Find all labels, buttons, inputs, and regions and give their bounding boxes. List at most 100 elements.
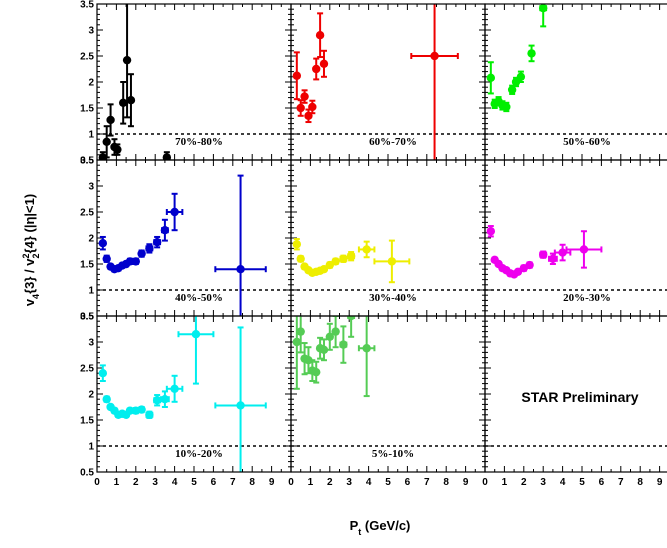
y-tick-label: 1 (88, 442, 94, 453)
x-tick-label: 4 (172, 477, 178, 488)
x-tick-label: 4 (366, 477, 372, 488)
data-point (160, 226, 170, 235)
data-point (300, 92, 309, 101)
data-point (325, 332, 334, 341)
data-point (331, 327, 340, 336)
series-points (486, 225, 603, 279)
data-point (558, 248, 567, 257)
y-tick-label: 2.5 (80, 52, 94, 63)
x-tick-label: 5 (385, 477, 391, 488)
panel-6: 20%-30% (484, 159, 667, 317)
x-tick-label: 1 (308, 477, 314, 488)
data-point (296, 254, 305, 263)
y-tick-label: 1 (88, 130, 94, 141)
data-point (539, 4, 548, 13)
data-point (430, 51, 439, 61)
data-point (339, 254, 348, 263)
x-tick-label: 4 (560, 477, 566, 488)
y-axis-label: v4{3} / v22{4} (|η|<1) (21, 194, 41, 306)
y-tick-label: 0.5 (80, 468, 94, 479)
data-point (98, 369, 108, 378)
x-tick-label: 7 (230, 477, 236, 488)
data-point (113, 145, 122, 154)
x-tick-label: 3 (540, 477, 546, 488)
data-point (125, 257, 135, 266)
data-point (102, 395, 111, 404)
panel-8: 5%-10% (290, 315, 486, 473)
data-point (362, 245, 371, 254)
data-point (312, 64, 321, 74)
data-point (319, 345, 329, 354)
data-point (236, 265, 245, 274)
data-point (539, 250, 548, 259)
y-tick-label: 1.5 (80, 104, 94, 115)
data-point (331, 257, 340, 266)
centrality-label: 60%-70% (369, 136, 417, 148)
panel-5: 30%-40% (290, 159, 486, 317)
data-point (525, 260, 534, 270)
data-point (292, 240, 302, 249)
star-preliminary-label: STAR Preliminary (521, 389, 638, 405)
y-tick-label: 3.5 (80, 312, 94, 323)
x-tick-label: 1 (114, 477, 120, 488)
x-tick-label: 0 (288, 477, 294, 488)
data-point (304, 356, 313, 365)
y-tick-label: 2.5 (80, 208, 94, 219)
y-tick-label: 2 (88, 234, 94, 245)
data-point (507, 85, 517, 95)
data-point (339, 340, 348, 349)
y-tick-label: 3.5 (80, 0, 94, 11)
data-point (170, 384, 179, 393)
x-tick-label: 6 (599, 477, 605, 488)
data-point (486, 227, 496, 236)
data-point (102, 137, 111, 146)
centrality-label: 40%-50% (175, 292, 223, 304)
data-point (137, 249, 146, 258)
data-point (346, 316, 356, 321)
data-point (191, 330, 201, 339)
data-point (131, 257, 140, 266)
data-point (145, 410, 154, 419)
panel-frame (484, 315, 667, 473)
x-tick-label: 6 (405, 477, 411, 488)
data-point (292, 71, 302, 80)
x-tick-label: 8 (443, 477, 449, 488)
x-tick-label: 3 (152, 477, 158, 488)
series-points (292, 238, 411, 284)
x-tick-label: 0 (482, 477, 488, 488)
data-point (296, 327, 305, 336)
data-point (152, 237, 162, 247)
data-point (118, 98, 128, 108)
data-point (312, 367, 321, 377)
data-point (579, 245, 589, 254)
data-point (319, 265, 329, 274)
series-points (486, 4, 548, 113)
data-point (125, 406, 135, 415)
x-tick-label: 8 (249, 477, 255, 488)
data-point (319, 59, 329, 68)
series-points (98, 174, 267, 316)
data-point (160, 395, 170, 404)
data-point (170, 207, 179, 217)
data-point (102, 254, 111, 263)
data-point (527, 49, 536, 58)
data-point (126, 96, 136, 105)
data-point (292, 337, 302, 347)
x-tick-label: 7 (424, 477, 430, 488)
y-tick-label: 3.5 (80, 156, 94, 167)
x-tick-label: 5 (191, 477, 197, 488)
series-points (292, 316, 376, 398)
x-tick-label: 2 (327, 477, 333, 488)
data-point (362, 344, 371, 353)
x-tick-label: 9 (463, 477, 469, 488)
data-point (137, 405, 146, 414)
x-tick-label: 9 (269, 477, 275, 488)
centrality-label: 10%-20% (175, 448, 223, 460)
data-point (122, 55, 132, 65)
data-point (516, 72, 526, 82)
y-tick-label: 3 (88, 182, 94, 193)
y-tick-label: 1.5 (80, 260, 94, 271)
x-tick-label: 6 (211, 477, 217, 488)
x-axis-label: Pt (GeV/c) (350, 518, 411, 537)
